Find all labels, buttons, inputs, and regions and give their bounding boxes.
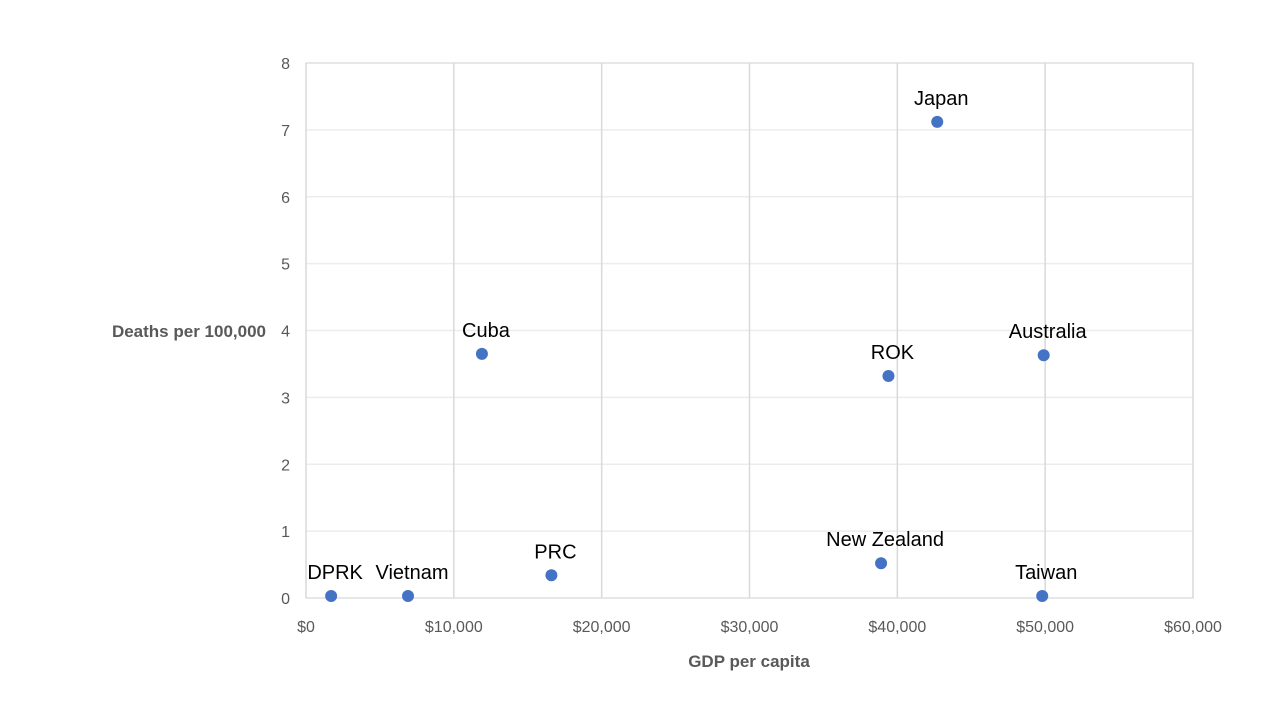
data-label: Japan: [914, 88, 969, 110]
x-axis-label: GDP per capita: [688, 652, 810, 671]
data-label: DPRK: [307, 562, 363, 584]
y-tick-label: 8: [281, 56, 290, 73]
data-label: ROK: [871, 342, 915, 364]
y-tick-label: 5: [281, 257, 290, 274]
data-label: Vietnam: [375, 562, 448, 584]
x-tick-label: $20,000: [573, 619, 631, 636]
data-point: [1037, 349, 1050, 362]
x-tick-label: $60,000: [1164, 619, 1222, 636]
gridlines: [305, 62, 1194, 599]
data-point: [325, 589, 338, 602]
data-label: Cuba: [462, 320, 511, 342]
data-label: Taiwan: [1015, 562, 1077, 584]
y-tick-label: 3: [281, 390, 290, 407]
x-tick-label: $10,000: [425, 619, 483, 636]
data-point: [402, 589, 415, 602]
data-label: New Zealand: [826, 529, 944, 551]
y-tick-label: 2: [281, 457, 290, 474]
data-point: [475, 347, 488, 360]
data-label: PRC: [534, 541, 576, 563]
y-tick-label: 1: [281, 524, 290, 541]
data-point: [545, 569, 558, 582]
data-label: Australia: [1009, 321, 1088, 343]
data-point: [875, 557, 888, 570]
x-tick-label: $50,000: [1016, 619, 1074, 636]
y-tick-label: 7: [281, 123, 290, 140]
x-tick-label: $0: [297, 619, 315, 636]
y-tick-label: 4: [281, 324, 290, 341]
data-point: [931, 115, 944, 128]
data-point: [882, 369, 895, 382]
plot-area: [305, 62, 1194, 599]
y-tick-label: 6: [281, 190, 290, 207]
y-tick-label: 0: [281, 591, 290, 608]
x-tick-label: $40,000: [868, 619, 926, 636]
data-point: [1036, 589, 1049, 602]
x-tick-label: $30,000: [721, 619, 779, 636]
data-points: DPRK Vietnam Cuba PRC New Zealand ROK Japan Aus…: [307, 88, 1087, 602]
tick-labels: 0 1 2 3 4 5 6 7 8 $0 $10,000 $20,000 $30,000 $40,000 $…: [281, 56, 1222, 636]
y-axis-label: Deaths per 100,000: [112, 322, 266, 341]
